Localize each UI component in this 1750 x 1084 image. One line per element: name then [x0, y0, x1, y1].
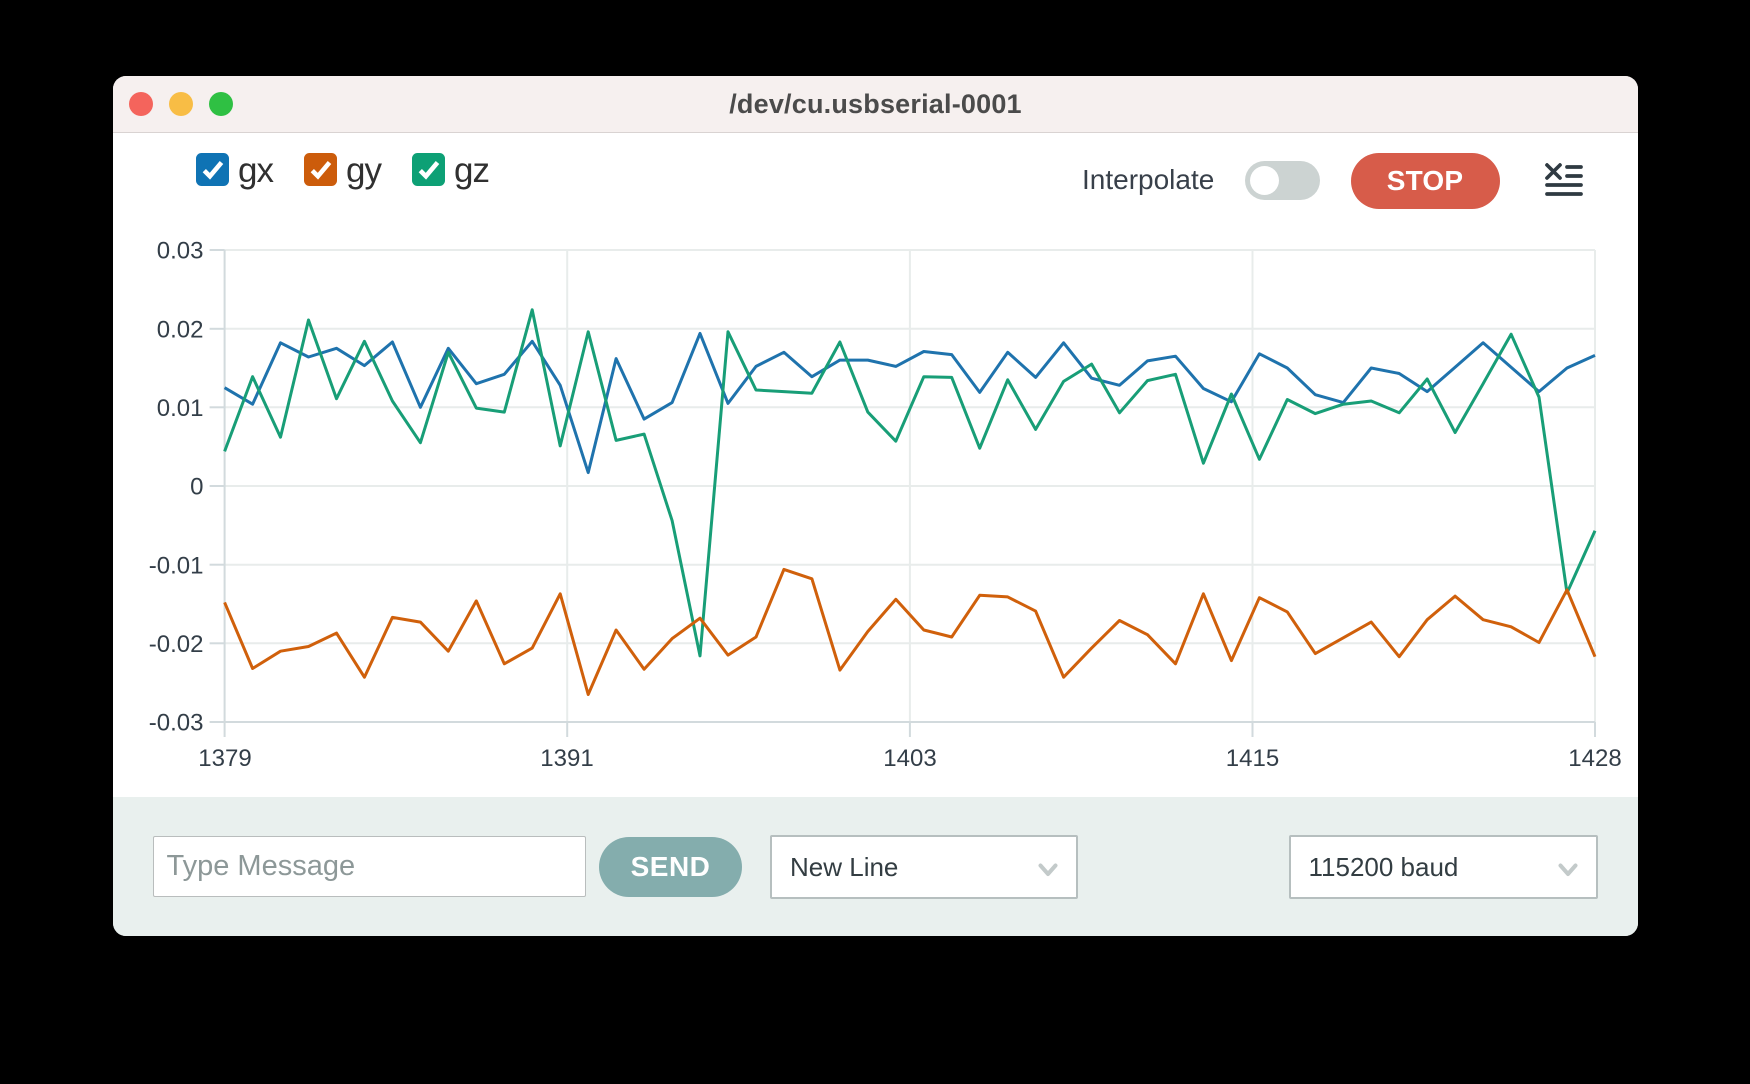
svg-text:1415: 1415 [1226, 745, 1279, 772]
svg-text:0.02: 0.02 [157, 316, 204, 343]
svg-text:1391: 1391 [540, 745, 593, 772]
svg-text:0: 0 [190, 474, 203, 501]
svg-text:1379: 1379 [198, 745, 251, 772]
svg-text:-0.01: -0.01 [149, 552, 204, 579]
svg-text:0.01: 0.01 [157, 395, 204, 422]
svg-text:-0.02: -0.02 [149, 631, 204, 658]
svg-text:-0.03: -0.03 [149, 710, 204, 737]
svg-text:0.03: 0.03 [157, 238, 204, 265]
svg-text:1403: 1403 [883, 745, 936, 772]
svg-text:1428: 1428 [1568, 745, 1621, 772]
